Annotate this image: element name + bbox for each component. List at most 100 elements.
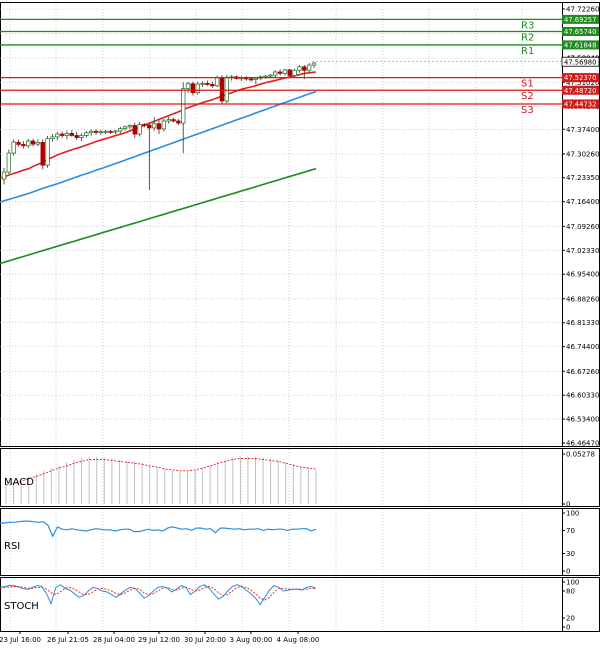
price-tick-label: 47.02330 (566, 247, 599, 255)
fast-ma-line (0, 71, 317, 180)
macd-title: MACD (4, 477, 34, 488)
x-tick-label: 3 Aug 00:00 (230, 636, 273, 644)
price-tick-label: 47.72260 (566, 6, 599, 14)
candle-body (156, 123, 162, 130)
level-price-label: 47.61848 (564, 42, 596, 50)
candle-body (88, 130, 94, 134)
x-tick-label: 29 Jul 12:00 (138, 636, 180, 644)
x-tick-label: 30 Jul 20:00 (184, 636, 226, 644)
level-label-r3: R3 (521, 20, 534, 31)
candle-body (45, 138, 50, 166)
candle-body (311, 62, 317, 66)
candle-body (292, 69, 297, 76)
last-price-label: 47.56980 (564, 58, 596, 66)
level-price-label: 47.44732 (564, 101, 596, 109)
price-tick-label: 46.67260 (566, 368, 599, 376)
rsi-title: RSI (4, 541, 20, 552)
candle-body (166, 119, 171, 122)
candle-body (69, 133, 75, 136)
macd-tick-label: 0.05278 (566, 451, 595, 459)
price-tick-label: 47.23350 (566, 174, 599, 182)
candle-body (118, 128, 123, 132)
stoch-tick-label: 20 (566, 615, 575, 623)
candle-body (214, 77, 220, 87)
candle-body (200, 82, 205, 85)
level-price-box (562, 73, 599, 83)
level-label-r1: R1 (521, 46, 534, 57)
candle-body (55, 133, 60, 138)
price-tick-label: 47.09260 (566, 223, 599, 231)
rsi-line (0, 520, 317, 538)
price-tick-label: 46.74400 (566, 343, 599, 351)
candle-body (273, 71, 278, 76)
price-tick-label: 47.37400 (566, 126, 599, 134)
level-price-box (562, 14, 599, 24)
level-price-box (562, 26, 599, 36)
candle-body (219, 77, 225, 102)
candle-body (79, 135, 84, 138)
candle-body (21, 144, 26, 147)
macd-tick-label: 0 (566, 501, 570, 509)
price-tick-label: 46.95400 (566, 271, 599, 279)
candle-body (181, 88, 186, 124)
level-price-label: 47.48720 (564, 87, 596, 95)
candle-body (151, 123, 157, 129)
candle-body (74, 135, 79, 138)
candle-body (282, 69, 288, 74)
candle-body (40, 141, 45, 166)
candle-body (122, 126, 128, 129)
candle-body (137, 124, 142, 135)
level-price-box (562, 85, 599, 95)
candle-body (161, 120, 167, 130)
slow-ma-line (0, 167, 317, 265)
candle-body (103, 130, 108, 133)
mid-ma-line (0, 90, 317, 203)
candle-body (35, 141, 41, 145)
candle-body (84, 132, 89, 136)
candle-body (59, 133, 65, 136)
candle-body (64, 133, 70, 136)
price-tick-label: 46.46470 (566, 440, 599, 448)
rsi-tick-label: 0 (566, 568, 570, 576)
price-tick-label: 46.81330 (566, 319, 599, 327)
rsi-tick-label: 100 (566, 510, 579, 518)
stoch-title: STOCH (4, 601, 39, 612)
candle-body (248, 78, 254, 81)
candle-body (127, 125, 133, 128)
level-price-label: 47.52370 (564, 74, 596, 82)
candle-body (297, 66, 302, 71)
price-tick-label: 47.16400 (566, 198, 599, 206)
candle-body (253, 77, 259, 80)
level-label-s2: S2 (521, 91, 534, 102)
candle-body (1, 171, 7, 180)
x-tick-label: 23 Jul 16:00 (0, 636, 41, 644)
candle-body (98, 131, 104, 134)
price-tick-label: 47.51020 (566, 79, 599, 87)
rsi-tick-label: 30 (566, 550, 575, 558)
price-tick-label: 46.88260 (566, 295, 599, 303)
candle-body (11, 141, 16, 154)
candle-body (268, 74, 273, 77)
candle-body (171, 119, 176, 122)
price-tick-label: 46.53400 (566, 416, 599, 424)
candle-body (210, 84, 215, 87)
x-tick-label: 28 Jul 04:00 (93, 636, 135, 644)
candle-body (224, 77, 230, 102)
level-price-box (562, 40, 599, 50)
stoch-tick-label: 100 (566, 579, 579, 587)
candle-body (205, 82, 210, 85)
stoch-tick-label: 80 (566, 588, 575, 596)
candle-body (142, 124, 147, 126)
rsi-tick-label: 70 (566, 527, 575, 535)
level-price-label: 47.69257 (564, 16, 596, 24)
level-label-s1: S1 (521, 79, 534, 90)
level-label-s3: S3 (521, 105, 534, 116)
level-label-r2: R2 (521, 32, 534, 43)
stoch-d-line (0, 586, 316, 601)
candle-body (277, 71, 283, 74)
candle-body (93, 130, 99, 133)
stoch-tick-label: 0 (566, 624, 570, 632)
candle-body (113, 130, 118, 133)
candle-body (50, 136, 55, 139)
